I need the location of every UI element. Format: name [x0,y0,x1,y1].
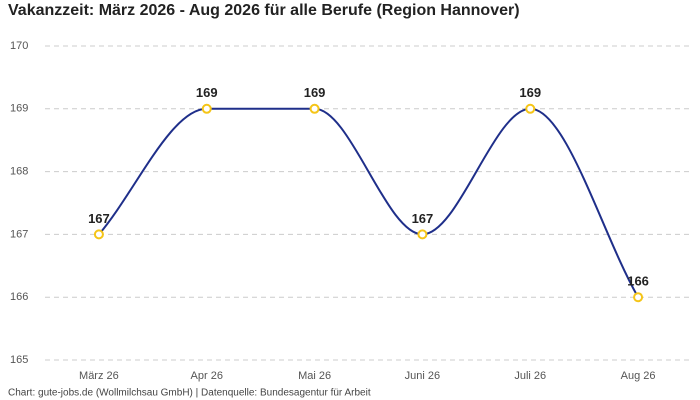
data-line [98,107,639,298]
data-point [525,103,536,114]
data-point [633,292,644,303]
x-tick-label: Aug 26 [621,370,656,382]
y-tick-label: 166 [10,291,28,303]
y-tick-label: 167 [10,228,28,240]
x-tick-label: Juni 26 [405,370,440,382]
y-tick-label: 168 [10,166,28,178]
data-label: 169 [519,85,541,100]
y-tick-label: 169 [10,103,28,115]
data-point [93,229,104,240]
data-point [417,229,428,240]
data-label: 167 [88,211,110,226]
y-tick-label: 170 [10,40,28,52]
chart-title: Vakanzzeit: März 2026 - Aug 2026 für all… [8,2,520,19]
y-tick-label: 165 [10,354,28,366]
data-label: 167 [412,211,434,226]
data-label: 169 [304,85,326,100]
data-point [201,103,212,114]
x-tick-label: Apr 26 [191,370,223,382]
source-note: Chart: gute-jobs.de (Wollmilchsau GmbH) … [8,388,371,399]
data-point [309,103,320,114]
data-label: 166 [627,274,649,289]
x-tick-label: März 26 [79,370,119,382]
x-tick-label: Juli 26 [514,370,546,382]
data-label: 169 [196,85,218,100]
x-tick-label: Mai 26 [298,370,331,382]
